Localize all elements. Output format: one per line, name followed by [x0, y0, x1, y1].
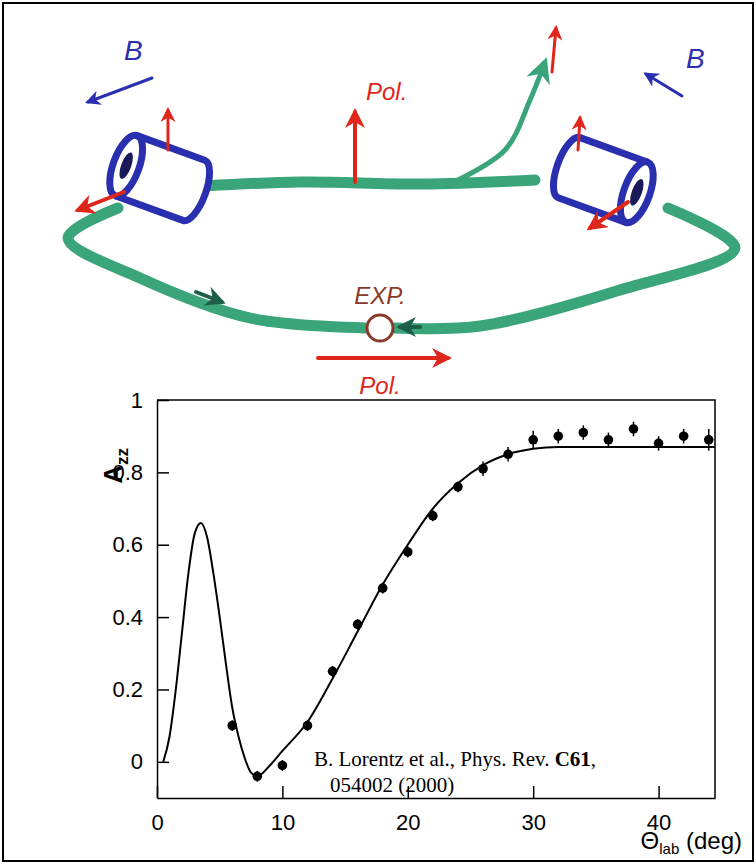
data-point — [503, 449, 513, 459]
data-point — [604, 435, 614, 445]
diagram-label: B — [686, 43, 705, 74]
ring-right — [395, 208, 735, 329]
diagram-label: B — [124, 35, 143, 66]
spin-arrow — [590, 202, 628, 228]
tick: 0.6 — [112, 532, 169, 557]
tick-label: 0 — [151, 810, 163, 835]
data-point — [278, 761, 288, 771]
y-axis: 00.20.40.60.81 — [112, 388, 169, 799]
data-point — [553, 431, 563, 441]
diagram-label: Pol. — [366, 78, 407, 105]
data-point — [579, 428, 589, 438]
tick-label: 0.4 — [112, 605, 143, 630]
page: BBPol.Pol.EXP.01020304000.20.40.60.81Azz… — [0, 0, 756, 864]
diagram-label: Pol. — [359, 372, 400, 399]
data-point — [428, 511, 438, 521]
solenoid-face — [103, 131, 149, 200]
tick: 10 — [271, 786, 295, 835]
diagram-label: EXP. — [354, 282, 406, 309]
y-axis-title-main: A — [98, 465, 128, 484]
citation-part: C61 — [555, 747, 591, 771]
citation: B. Lorentz et al., Phys. Rev. C61, — [314, 747, 596, 771]
ring-diagram: B B Pol. Pol. EXP. — [68, 28, 735, 399]
spin-arrow — [578, 118, 580, 150]
data-point — [528, 435, 538, 445]
x-axis-title: Θlab (deg) — [641, 827, 742, 857]
y-axis-title: Azz — [98, 448, 132, 484]
spin-arrow — [353, 112, 357, 182]
tick-mark — [157, 544, 169, 546]
plot-marks — [163, 422, 715, 782]
data-point — [253, 771, 263, 781]
tick-label: 0.2 — [112, 677, 143, 702]
tick: 0 — [131, 749, 169, 774]
tick-label: 30 — [521, 810, 545, 835]
tick: 1 — [131, 388, 169, 413]
ring-top — [205, 180, 535, 186]
spin-arrow — [318, 356, 448, 360]
solenoid-bore — [117, 151, 136, 181]
experiment-target — [367, 315, 393, 341]
spin-arrow — [78, 192, 124, 210]
data-point — [679, 431, 689, 441]
tick-label: 20 — [396, 810, 420, 835]
tick-label: 1 — [131, 388, 143, 413]
solenoid-right — [547, 134, 660, 227]
y-axis-title-sub: zz — [113, 448, 132, 465]
tick: 30 — [521, 786, 545, 835]
outer-border — [3, 3, 753, 861]
fit-curve — [163, 447, 715, 776]
citation: 054002 (2000) — [330, 773, 454, 797]
field-arrow — [646, 74, 682, 96]
x-axis-title-sub: lab — [659, 840, 679, 857]
data-point — [227, 721, 237, 731]
tick-mark — [658, 786, 660, 798]
data-point — [403, 547, 413, 557]
chart: 01020304000.20.40.60.81AzzΘlab (deg)B. L… — [98, 388, 742, 857]
field-arrow — [88, 78, 152, 102]
ring-left — [68, 208, 365, 328]
spin-arrow — [167, 110, 170, 150]
tick-label: 0 — [131, 749, 143, 774]
data-point — [303, 721, 313, 731]
x-axis-title-unit: (deg) — [679, 827, 742, 854]
data-point — [629, 424, 639, 434]
tick-mark — [282, 786, 284, 798]
beam-direction — [196, 292, 222, 302]
data-point — [453, 482, 463, 492]
data-point — [654, 439, 664, 449]
beam-direction — [400, 325, 420, 329]
solenoid-left — [103, 131, 216, 224]
tick-label: 0.6 — [112, 532, 143, 557]
solenoid-face — [614, 158, 660, 227]
data-point — [353, 620, 363, 630]
extracted-beam — [450, 62, 545, 184]
solenoid-bore — [627, 177, 646, 207]
tick: 0.2 — [112, 677, 169, 702]
citation-part: , — [591, 747, 596, 771]
data-point — [328, 667, 338, 677]
spin-arrow — [552, 28, 556, 72]
tick-mark — [157, 762, 169, 764]
tick-mark — [533, 786, 535, 798]
citation-part: B. Lorentz et al., Phys. Rev. — [314, 747, 555, 771]
x-axis-line — [158, 798, 716, 800]
tick-mark — [157, 400, 169, 402]
plot-frame — [157, 400, 715, 798]
tick-mark — [157, 617, 169, 619]
tick-mark — [157, 689, 169, 691]
data-point — [378, 583, 388, 593]
y-axis-line — [157, 401, 159, 799]
data-point — [704, 435, 714, 445]
tick-label: 10 — [271, 810, 295, 835]
data-point — [478, 464, 488, 474]
tick-mark — [157, 472, 169, 474]
tick: 0.4 — [112, 605, 169, 630]
x-axis-title-main: Θ — [641, 827, 660, 854]
